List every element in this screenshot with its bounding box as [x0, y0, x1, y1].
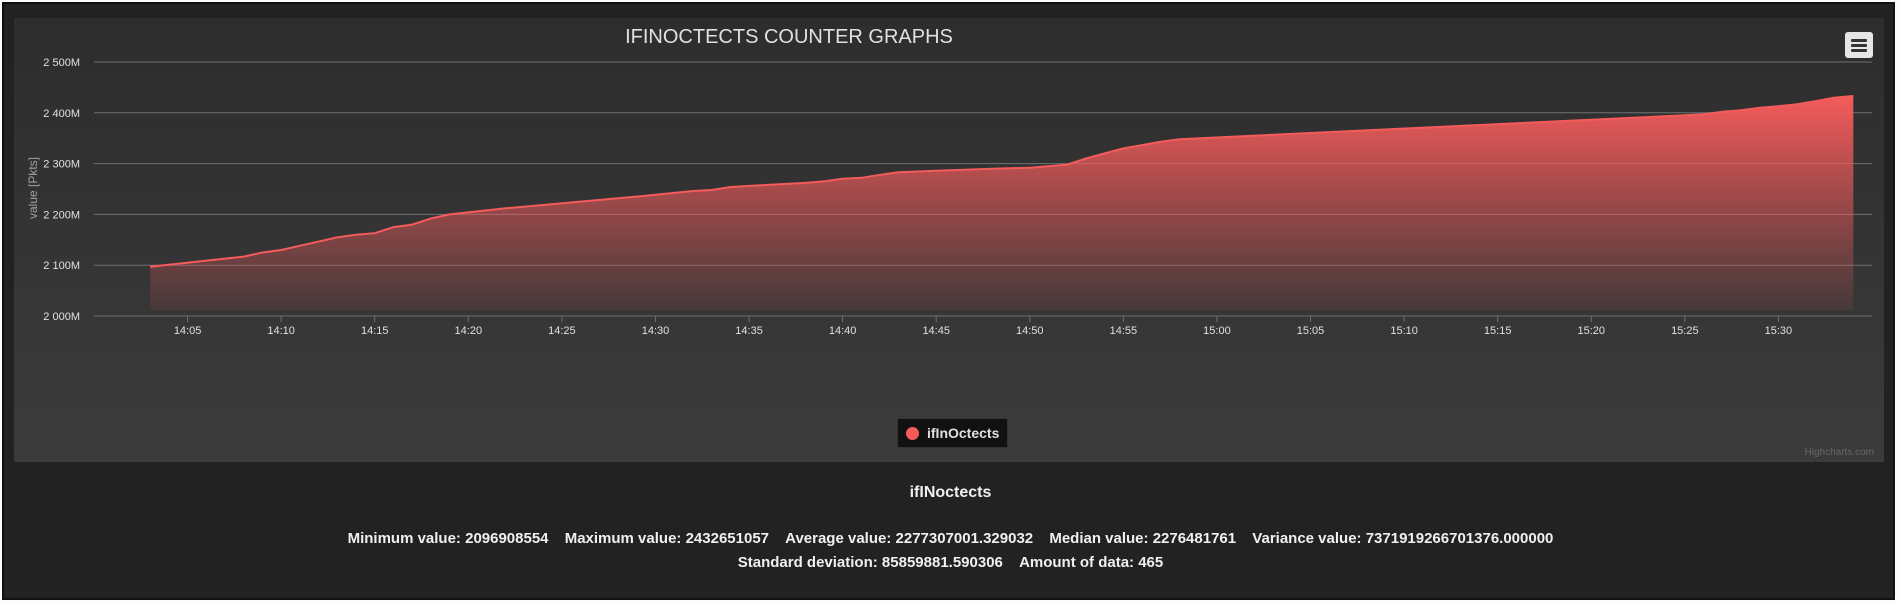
- x-tick-label: 14:55: [1110, 325, 1138, 337]
- y-tick-label: 2 500M: [43, 57, 80, 69]
- statistics-title: ifINoctects: [909, 484, 992, 501]
- y-tick-label: 2 000M: [43, 311, 80, 323]
- legend-label: ifInOctects: [927, 425, 1000, 441]
- stat-std-deviation: Standard deviation: 85859881.590306: [737, 554, 1003, 571]
- x-tick-label: 15:30: [1765, 325, 1793, 337]
- x-tick-label: 14:30: [642, 325, 670, 337]
- statistics-panel: ifINoctects Minimum value: 2096908554 Ma…: [4, 484, 1897, 575]
- chart-menu-button[interactable]: [1845, 32, 1873, 58]
- x-tick-label: 14:35: [735, 325, 763, 337]
- stat-maximum: Maximum value: 2432651057: [564, 530, 769, 547]
- y-tick-label: 2 300M: [43, 159, 80, 171]
- stat-minimum: Minimum value: 2096908554: [347, 530, 549, 547]
- x-tick-label: 15:25: [1671, 325, 1699, 337]
- x-tick-label: 15:10: [1390, 325, 1418, 337]
- chart-panel: IFINOCTECTS COUNTER GRAPHS value [Pkts] …: [14, 18, 1884, 462]
- stat-median: Median value: 2276481761: [1049, 530, 1237, 547]
- legend-item-ifinoctects[interactable]: ifInOctects: [897, 418, 1009, 448]
- series-area-ifinoctects: [150, 96, 1854, 310]
- x-tick-label: 14:05: [174, 325, 202, 337]
- stat-variance: Variance value: 7371919266701376.000000: [1252, 530, 1554, 547]
- x-tick-label: 14:45: [922, 325, 950, 337]
- x-tick-label: 14:50: [1016, 325, 1044, 337]
- x-tick-label: 15:15: [1484, 325, 1512, 337]
- y-tick-label: 2 400M: [43, 108, 80, 120]
- chart-svg: IFINOCTECTS COUNTER GRAPHS value [Pkts] …: [26, 26, 1872, 337]
- y-tick-label: 2 100M: [43, 260, 80, 272]
- statistics-line-1: Minimum value: 2096908554 Maximum value:…: [4, 527, 1897, 551]
- y-tick-label: 2 200M: [43, 209, 80, 221]
- x-tick-label: 14:40: [829, 325, 857, 337]
- x-axis-tick-labels: 14:05 14:10 14:15 14:20 14:25 14:30 14:35 14:40…: [174, 316, 1792, 337]
- x-tick-label: 14:10: [267, 325, 295, 337]
- credits-link[interactable]: Highcharts.com: [1804, 447, 1874, 458]
- x-tick-label: 15:20: [1577, 325, 1605, 337]
- x-tick-label: 15:05: [1297, 325, 1325, 337]
- y-axis-tick-labels: 2 000M 2 100M 2 200M 2 300M 2 400M 2 500M: [43, 57, 80, 323]
- stat-amount: Amount of data: 465: [1019, 554, 1164, 571]
- chart-title: IFINOCTECTS COUNTER GRAPHS: [625, 26, 953, 48]
- x-tick-label: 14:25: [548, 325, 576, 337]
- statistics-line-2: Standard deviation: 85859881.590306 Amou…: [4, 551, 1897, 575]
- series-line-ifinoctects: [149, 95, 1854, 268]
- x-tick-label: 14:15: [361, 325, 389, 337]
- stat-average: Average value: 2277307001.329032: [785, 530, 1034, 547]
- y-axis-title: value [Pkts]: [26, 157, 40, 219]
- x-tick-label: 15:00: [1203, 325, 1231, 337]
- legend-marker-icon: [906, 426, 919, 440]
- x-tick-label: 14:20: [455, 325, 483, 337]
